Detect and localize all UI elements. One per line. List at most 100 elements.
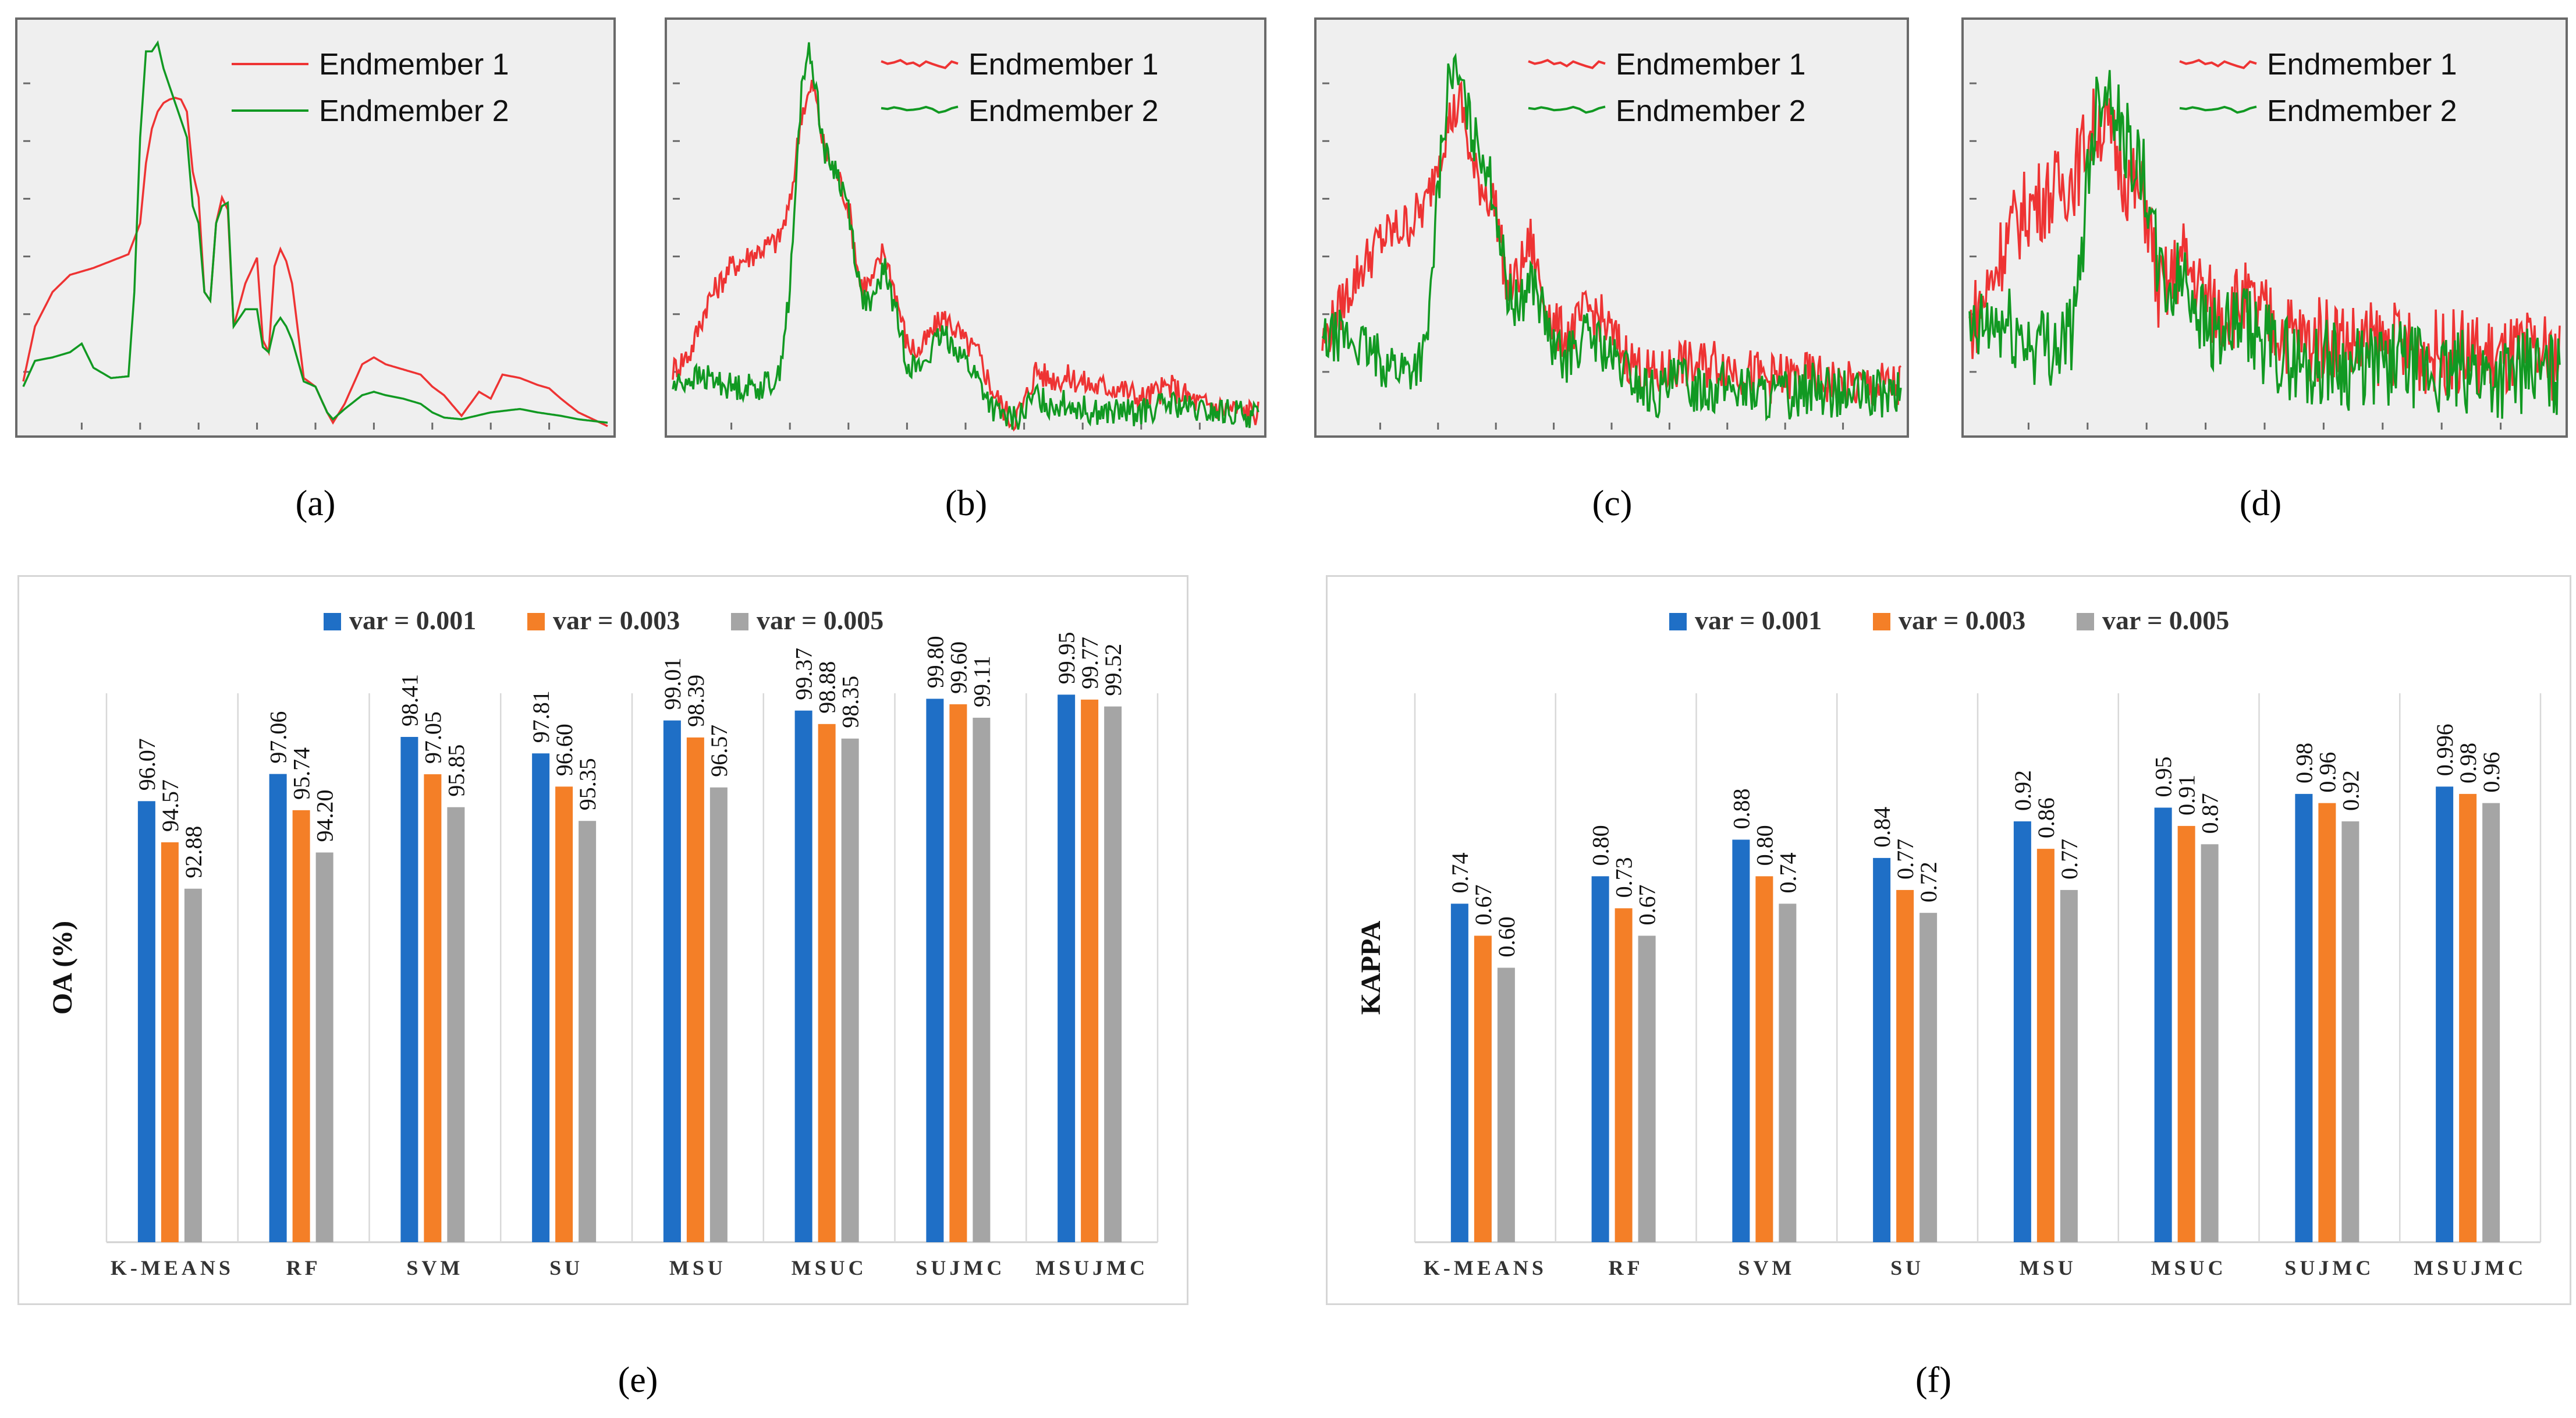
bar-2: [424, 774, 442, 1242]
bar-2: [818, 724, 836, 1242]
data-label: 94.57: [157, 779, 183, 832]
spectrum-panel-a: Endmember 1 Endmember 2: [15, 17, 616, 438]
legend-swatch-1: [324, 613, 341, 630]
bar-3: [2341, 821, 2359, 1242]
data-label: 0.77: [2056, 839, 2082, 880]
bar-panel-f: var = 0.001 var = 0.003 var = 0.005 KAPPA 0.…: [1326, 575, 2571, 1305]
bar-2: [686, 737, 704, 1242]
legend-label-1: Endmember 1: [1616, 48, 1806, 81]
legend-label-1: var = 0.001: [1695, 605, 1822, 635]
data-label: 0.86: [2033, 797, 2059, 838]
bar-1: [1873, 857, 1891, 1242]
legend-swatch-1: [1528, 59, 1606, 69]
series-line-2: [1321, 52, 1902, 421]
legend-swatch-1: [1669, 613, 1687, 630]
bar-2: [292, 810, 310, 1242]
legend-label-1: Endmember 1: [2267, 48, 2457, 81]
data-label: 99.60: [945, 641, 971, 694]
bar-2: [555, 786, 573, 1242]
category-label: SVM: [1738, 1256, 1795, 1279]
category-label: SUJMC: [2284, 1256, 2374, 1279]
bar-3: [447, 807, 465, 1242]
data-label: 97.05: [420, 711, 446, 764]
legend-swatch-2: [1528, 105, 1606, 114]
bar-chart-e: var = 0.001 var = 0.003 var = 0.005 OA (%) 9…: [47, 605, 1159, 1279]
legend-label-2: var = 0.003: [553, 605, 680, 635]
category-label: SUJMC: [916, 1256, 1005, 1279]
category-label: MSUC: [2151, 1256, 2227, 1279]
bar-2: [1081, 699, 1099, 1242]
category-label: MSUJMC: [1035, 1256, 1148, 1279]
legend-label-2: Endmember 2: [319, 94, 509, 128]
data-label: 0.87: [2197, 793, 2223, 834]
category-label: K-MEANS: [111, 1256, 234, 1279]
y-axis-label: KAPPA: [1356, 920, 1386, 1015]
data-label: 0.74: [1447, 852, 1473, 893]
legend-swatch-2: [881, 105, 959, 114]
bar-panel-e: var = 0.001 var = 0.003 var = 0.005 OA (%) 9…: [17, 575, 1188, 1305]
legend-swatch-1: [2179, 59, 2257, 69]
legend-label-2: Endmember 2: [968, 94, 1159, 128]
legend-swatch-3: [2077, 613, 2094, 630]
bar-1: [2295, 793, 2313, 1242]
spectrum-panel-d: Endmember 1 Endmember 2: [1961, 17, 2568, 438]
category-label: RF: [1609, 1256, 1644, 1279]
data-label: 0.73: [1611, 857, 1637, 898]
bar-3: [1919, 913, 1938, 1242]
caption-e: (e): [618, 1360, 658, 1400]
bar-2: [2318, 803, 2336, 1242]
series-line-2: [22, 40, 608, 424]
series-line-2: [672, 42, 1259, 430]
data-label: 95.35: [574, 758, 601, 810]
data-label: 99.52: [1100, 644, 1126, 696]
bar-3: [2060, 889, 2078, 1242]
data-label: 96.60: [551, 724, 577, 776]
data-label: 0.60: [1493, 917, 1520, 958]
bar-3: [841, 738, 859, 1242]
data-label: 96.57: [706, 725, 732, 777]
category-label: MSUJMC: [2414, 1256, 2527, 1279]
data-label: 0.92: [2010, 770, 2036, 811]
series-line-1: [672, 80, 1259, 432]
data-label: 0.67: [1470, 884, 1496, 925]
data-label: 95.85: [443, 745, 469, 797]
bar-3: [1779, 903, 1797, 1242]
category-label: SVM: [406, 1256, 463, 1279]
bar-3: [709, 787, 728, 1242]
bar-1: [2013, 821, 2031, 1242]
bar-2: [1615, 908, 1633, 1242]
data-label: 94.20: [312, 789, 338, 842]
bar-1: [2436, 786, 2454, 1242]
bar-chart-f: var = 0.001 var = 0.003 var = 0.005 KAPPA 0.…: [1356, 605, 2542, 1279]
data-label: 0.67: [1634, 884, 1660, 925]
legend-label-2: Endmember 2: [1616, 94, 1806, 128]
spectrum-chart-b: Endmember 1 Endmember 2: [672, 42, 1259, 432]
bar-2: [2459, 793, 2477, 1242]
bar-3: [1104, 706, 1122, 1242]
data-label: 0.77: [1892, 839, 1918, 880]
data-label: 0.72: [1915, 862, 1942, 902]
data-label: 97.06: [265, 711, 292, 764]
data-label: 92.88: [180, 826, 207, 878]
bar-1: [1732, 839, 1750, 1242]
bar-3: [184, 888, 202, 1242]
bar-3: [1638, 935, 1656, 1242]
legend-label-2: Endmember 2: [2267, 94, 2457, 128]
bar-2: [2177, 825, 2195, 1242]
legend-label-3: var = 0.005: [2102, 605, 2229, 635]
legend-swatch-2: [1873, 613, 1890, 630]
spectrum-frame: [665, 17, 1266, 438]
data-label: 98.41: [396, 674, 423, 726]
data-label: 0.95: [2151, 756, 2177, 797]
data-label: 98.39: [683, 675, 709, 727]
legend-swatch-3: [731, 613, 748, 630]
legend-label-2: var = 0.003: [1899, 605, 2025, 635]
series-line-1: [1968, 88, 2561, 401]
bar-3: [973, 717, 991, 1242]
data-label: 99.37: [791, 648, 817, 700]
bar-3: [315, 852, 333, 1242]
legend-swatch-1: [881, 59, 959, 69]
data-label: 0.92: [2337, 770, 2364, 811]
legend-label-1: Endmember 1: [968, 48, 1159, 81]
category-label: MSU: [669, 1256, 726, 1279]
